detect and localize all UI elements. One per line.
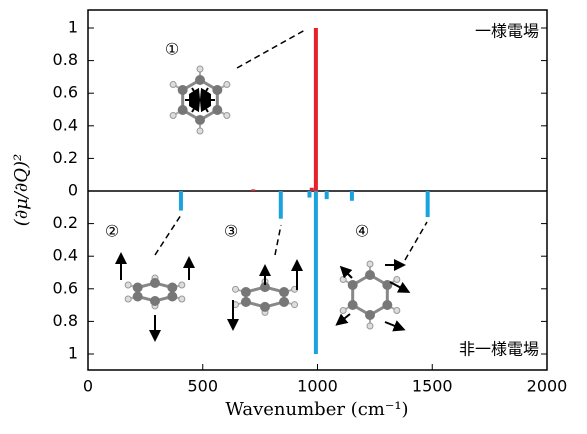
y-axis-label: (∂μ/∂Q)²: [11, 154, 32, 226]
bond: [353, 275, 388, 315]
c-atom: [365, 310, 375, 320]
displacement-arrow: [203, 104, 208, 112]
c-atom: [279, 297, 289, 307]
x-tick-label: 2000: [527, 377, 568, 396]
c-atom: [150, 278, 160, 288]
h-atom: [170, 113, 176, 119]
bar: [310, 188, 314, 191]
c-atom: [348, 300, 358, 310]
c-atom: [279, 287, 289, 297]
displacement-arrow: [203, 88, 208, 96]
c-atom: [178, 105, 188, 115]
h-atom: [170, 82, 176, 88]
h-atom: [224, 82, 230, 88]
mode-number: ③: [224, 222, 238, 241]
bar: [179, 191, 183, 211]
c-atom: [133, 283, 143, 293]
c-atom: [133, 292, 143, 302]
bar: [307, 191, 311, 198]
y-tick-label: 0.2: [53, 148, 78, 167]
y-tick-label: 0.2: [53, 213, 78, 232]
c-atom: [382, 300, 392, 310]
displacement-arrow: [192, 104, 197, 112]
h-atom: [340, 308, 346, 314]
h-atom: [367, 323, 373, 329]
c-atom: [150, 296, 160, 306]
h-atom: [340, 277, 346, 283]
x-axis-label: Wavenumber (cm⁻¹): [225, 399, 408, 420]
h-atom: [224, 113, 230, 119]
h-atom: [292, 302, 298, 308]
h-atom: [367, 261, 373, 267]
bar: [251, 189, 255, 191]
h-atom: [197, 128, 203, 134]
x-tick-label: 1000: [297, 377, 338, 396]
y-tick-label: 0.8: [53, 50, 78, 69]
mode-number: ④: [355, 222, 369, 241]
c-atom: [241, 297, 251, 307]
bar: [325, 191, 329, 199]
y-tick-label: 0.8: [53, 311, 78, 330]
bar: [279, 191, 283, 219]
c-atom: [167, 283, 177, 293]
panel-label: 非一様電場: [459, 340, 539, 359]
molecule-illustrations: [121, 66, 405, 336]
c-atom: [212, 105, 222, 115]
c-atom: [212, 85, 222, 95]
c-atom: [348, 280, 358, 290]
c-atom: [260, 302, 270, 312]
h-atom: [394, 277, 400, 283]
c-atom: [195, 115, 205, 125]
x-tick-label: 1500: [412, 377, 453, 396]
c-atom: [195, 75, 205, 85]
displacement-arrow: [192, 88, 197, 96]
displacement-arrow: [385, 322, 400, 328]
h-atom: [179, 296, 185, 302]
h-atom: [179, 282, 185, 288]
y-tick-label: 0.6: [53, 83, 78, 102]
y-tick-label: 0: [68, 181, 78, 200]
h-atom: [197, 66, 203, 72]
y-tick-label: 0.6: [53, 278, 78, 297]
c-atom: [241, 287, 251, 297]
y-tick-label: 1: [68, 344, 78, 363]
h-atom: [394, 308, 400, 314]
c-atom: [167, 292, 177, 302]
c-atom: [178, 85, 188, 95]
chart: Wavenumber (cm⁻¹) (∂μ/∂Q)² 0 500 1000 1500 2…: [0, 0, 587, 430]
bar: [350, 191, 354, 201]
x-tick-label: 500: [187, 377, 218, 396]
mode-number: ②: [105, 222, 119, 241]
y-tick-label: 0.4: [53, 246, 78, 265]
h-atom: [125, 282, 131, 288]
h-atom: [232, 286, 238, 292]
panel-label: 一様電場: [475, 22, 539, 41]
y-tick-label: 0.4: [53, 115, 78, 134]
c-atom: [365, 270, 375, 280]
leader-lines: [155, 30, 427, 260]
mode-number: ①: [165, 40, 179, 59]
displacement-arrow: [340, 314, 350, 322]
h-atom: [125, 296, 131, 302]
displacement-arrow: [390, 282, 405, 290]
bar: [426, 191, 430, 217]
x-tick-label: 0: [83, 377, 93, 396]
bar: [314, 28, 318, 191]
y-tick-label: 1: [68, 18, 78, 37]
bar: [314, 191, 318, 354]
